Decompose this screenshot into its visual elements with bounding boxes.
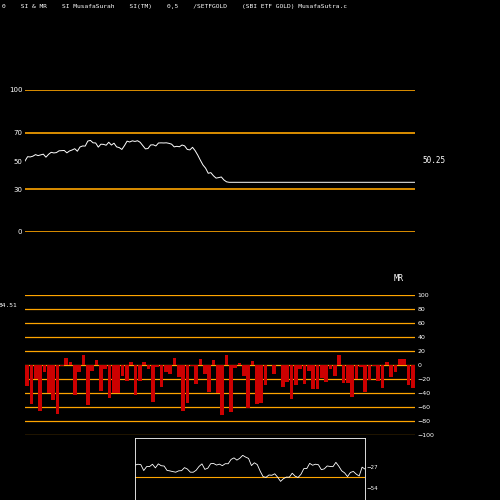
Bar [134,365,138,396]
Bar [112,365,116,393]
Bar [307,365,310,370]
Bar [264,365,268,386]
Bar [47,365,50,393]
Text: 50.25: 50.25 [423,156,446,165]
Bar [281,365,284,387]
Bar [216,365,220,393]
Bar [224,354,228,365]
Bar [246,365,250,408]
Bar [380,365,384,388]
Bar [290,365,294,399]
Bar [160,365,164,388]
Bar [86,365,90,405]
Bar [42,365,46,372]
Bar [272,365,276,374]
Bar [90,365,94,370]
Bar [203,365,206,374]
Bar [108,365,112,398]
Bar [116,365,120,394]
Bar [38,365,42,410]
Text: 84.51: 84.51 [0,304,17,308]
Bar [60,365,64,366]
Bar [390,365,393,378]
Bar [398,358,402,365]
Bar [52,365,55,400]
Bar [316,365,320,390]
Bar [242,365,246,376]
Bar [260,365,263,403]
Bar [78,365,81,372]
Bar [142,362,146,365]
Bar [212,360,216,365]
Bar [394,365,398,372]
Text: MR: MR [394,274,404,283]
Bar [372,365,376,366]
Bar [255,365,258,404]
Bar [234,365,237,368]
Bar [198,359,202,365]
Bar [73,365,76,396]
Bar [250,361,254,365]
Bar [229,365,232,412]
Bar [120,365,124,376]
Bar [99,365,102,391]
Bar [125,365,128,380]
Bar [156,365,159,368]
Bar [286,365,289,382]
Bar [138,365,141,382]
Bar [328,365,332,368]
Bar [294,365,298,384]
Bar [104,365,107,369]
Bar [324,365,328,382]
Bar [220,365,224,415]
Bar [151,365,154,402]
Bar [302,365,306,384]
Bar [364,365,367,392]
Bar [208,365,211,392]
Bar [64,358,68,365]
Bar [194,365,198,384]
Bar [177,365,180,377]
Bar [338,354,341,365]
Bar [68,362,72,365]
Bar [56,365,60,414]
Bar [30,365,34,404]
Bar [320,365,324,378]
Bar [312,365,315,389]
Bar [94,360,98,365]
Bar [342,365,345,383]
Bar [350,365,354,397]
Bar [368,365,372,380]
Bar [346,365,350,383]
Bar [190,365,194,366]
Bar [298,365,302,368]
Bar [182,365,185,412]
Bar [385,362,388,365]
Bar [168,365,172,374]
Bar [411,365,414,388]
Bar [402,359,406,365]
Bar [34,365,37,379]
Bar [26,365,29,386]
Bar [164,365,168,372]
Bar [82,354,86,365]
Bar [376,365,380,381]
Bar [186,365,190,403]
Bar [172,358,176,365]
Bar [146,365,150,369]
Bar [406,365,410,385]
Bar [130,362,133,365]
Bar [354,365,358,378]
Bar [238,362,242,365]
Text: 0    SI & MR    SI MusafaSurah    SI(TM)    0,5    /SETFGOLD    (SBI ETF GOLD) M: 0 SI & MR SI MusafaSurah SI(TM) 0,5 /SET… [2,4,348,9]
Bar [333,365,336,376]
Bar [359,365,362,367]
